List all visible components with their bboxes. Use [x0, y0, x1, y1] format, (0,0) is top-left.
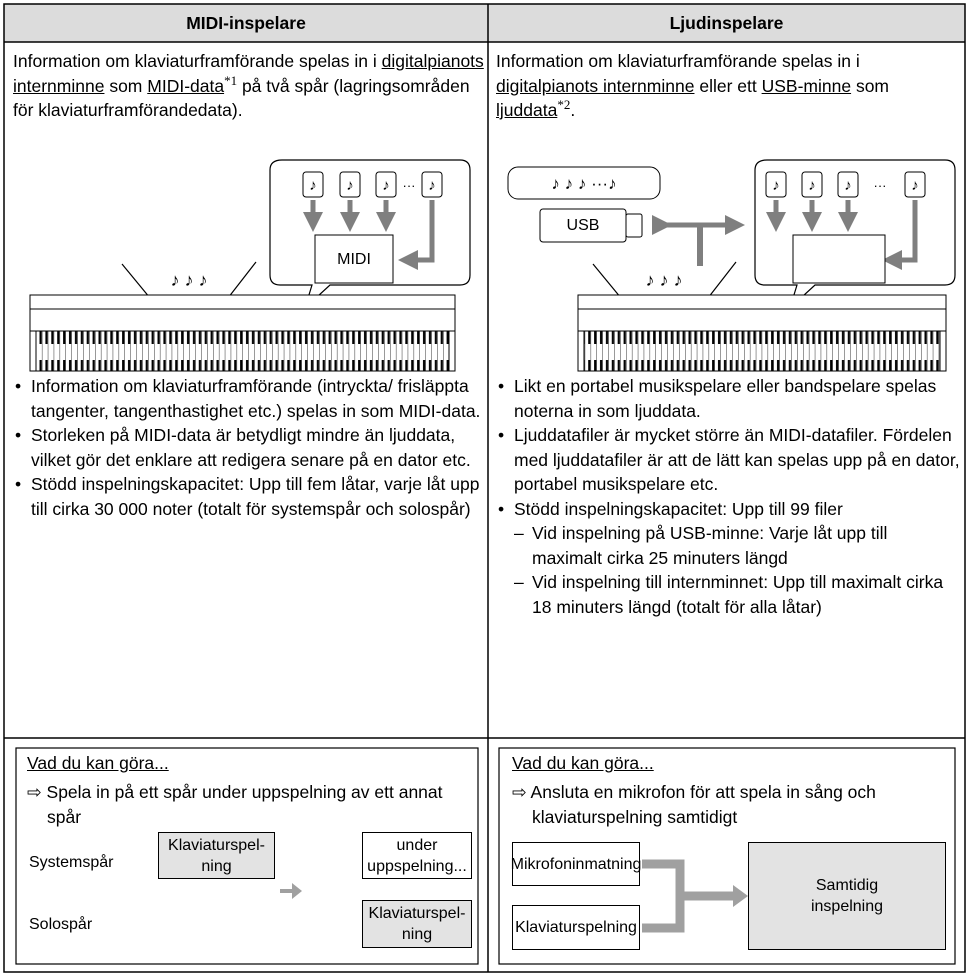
diagram-box: Samtidig inspelning [748, 842, 946, 950]
diagram-box: Klaviaturspel- ning [362, 900, 472, 948]
intro: Information om klaviaturframförande spel… [496, 49, 961, 123]
note: ♪ [309, 177, 317, 194]
bullet: Storleken på MIDI-data är betydligt mind… [13, 423, 483, 472]
text: . [570, 100, 576, 120]
midi-label: MIDI [337, 251, 371, 268]
note: ♪ [911, 177, 919, 194]
note: ♪ [428, 177, 436, 194]
text: som [851, 75, 890, 96]
box-title: Vad du kan göra... [512, 753, 654, 773]
note: ♪ [808, 177, 816, 194]
midi-illustration: ♪ ♪ ♪ ··· ♪ MIDI ♪ ♪ ♪ [29, 159, 471, 372]
sub-bullet: Vid inspelning på USB-minne: Varje låt u… [496, 521, 961, 570]
diagram-box: Klaviaturspelning [512, 905, 640, 950]
term: MIDI-data [147, 75, 225, 96]
diagram-box: Klaviaturspel- ning [158, 832, 275, 879]
box-item: ⇨ Ansluta en mikrofon för att spela in s… [512, 782, 876, 827]
column-heading: Ljudinspelare [669, 13, 784, 33]
bullet: Likt en portabel musikspelare eller band… [496, 374, 961, 423]
bullet: Information om klaviaturframförande (int… [13, 374, 483, 423]
footnote-ref: *1 [224, 72, 238, 88]
stream-notes: ♪ ♪ ♪ ···♪ [551, 174, 616, 193]
sub-bullet: Vid inspelning till internminnet: Upp ti… [496, 570, 961, 619]
bullet: Stödd inspelningskapacitet: Upp till fem… [13, 472, 483, 521]
note: ♪ [382, 177, 390, 194]
note: ♪ [844, 177, 852, 194]
term: digitalpianots internminne [496, 75, 695, 96]
diagram-box: under uppspelning... [362, 832, 472, 879]
note: ♪ [772, 177, 780, 194]
audio-illustration: ♪ ♪ ♪ ··· ♪ ♪ ♪ ♪ ···♪ USB ♪ ♪ ♪ [507, 159, 956, 372]
text: som [104, 75, 148, 96]
intro: Information om klaviaturframförande spel… [13, 49, 485, 123]
text: Information om klaviaturframförande spel… [13, 51, 382, 71]
box-title: Vad du kan göra... [27, 753, 169, 773]
bullet-list: Likt en portabel musikspelare eller band… [496, 374, 961, 619]
bullet-list: Information om klaviaturframförande (int… [13, 374, 483, 521]
piano-notes: ♪ ♪ ♪ [170, 270, 207, 290]
footnote-ref: *2 [557, 97, 571, 113]
ellipsis: ··· [874, 178, 887, 193]
column-heading: MIDI-inspelare [186, 13, 306, 33]
term: USB-minne [761, 75, 852, 96]
row-label: Solospår [29, 916, 93, 933]
row-label: Systemspår [29, 854, 114, 871]
diagram-box: Mikrofoninmatning [511, 842, 641, 886]
bullet: Stödd inspelningskapacitet: Upp till 99 … [496, 497, 961, 522]
text: Information om klaviaturframförande spel… [496, 51, 860, 71]
piano-notes: ♪ ♪ ♪ [645, 270, 682, 290]
box-item: ⇨ Spela in på ett spår under uppspelning… [27, 782, 443, 827]
text: på två spår (lagringsområden för klaviat… [13, 75, 470, 121]
ellipsis: ··· [403, 178, 416, 193]
text: eller ett [694, 75, 762, 96]
term: ljuddata [496, 100, 558, 120]
term: digitalpianots internminne [13, 51, 484, 96]
bullet: Ljuddatafiler är mycket större än MIDI-d… [496, 423, 961, 497]
usb-label: USB [567, 217, 600, 234]
note: ♪ [346, 177, 354, 194]
